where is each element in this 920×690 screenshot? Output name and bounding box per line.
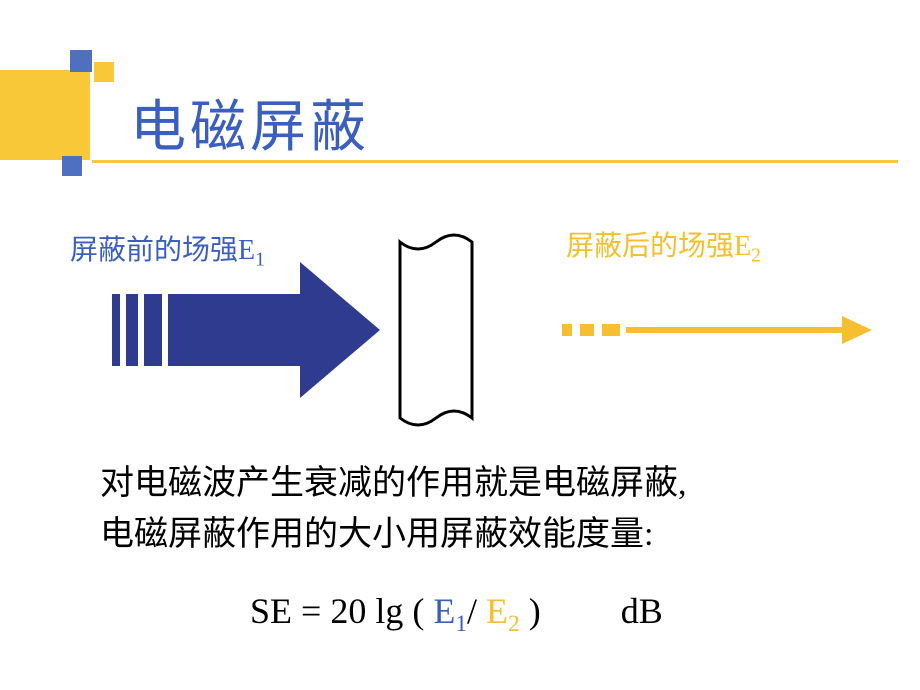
title-underline <box>92 160 898 163</box>
formula-e1: E1 <box>433 591 467 631</box>
decor-square-blue-bottom <box>62 156 82 176</box>
arrow-left-trail-2 <box>126 294 138 366</box>
arrow-right-dash-2 <box>580 324 594 336</box>
arrow-left-trail-3 <box>144 294 162 366</box>
shielding-diagram: 屏蔽前的场强E1 屏蔽后的场强E2 <box>0 200 920 430</box>
slide-header: 电磁屏蔽 <box>0 0 920 175</box>
arrow-right-head <box>842 316 872 344</box>
formula-suffix: ) <box>520 591 541 631</box>
decor-square-yellow-top <box>94 62 114 82</box>
shield-shape <box>400 235 472 425</box>
formula: SE = 20 lg ( E1/ E2 ) dB <box>250 590 663 638</box>
formula-prefix: SE = 20 lg ( <box>250 591 433 631</box>
arrow-left-trail-1 <box>112 294 120 366</box>
decor-square-large <box>0 70 90 160</box>
arrow-right-dash-1 <box>562 324 572 336</box>
formula-unit: dB <box>621 591 663 631</box>
formula-slash: / <box>467 591 486 631</box>
body-line-1: 对电磁波产生衰减的作用就是电磁屏蔽, <box>100 465 687 502</box>
diagram-svg <box>0 200 920 430</box>
formula-e2: E2 <box>486 591 520 631</box>
slide-title: 电磁屏蔽 <box>130 82 370 163</box>
arrow-left-body <box>168 262 380 398</box>
body-line-2: 电磁屏蔽作用的大小用屏蔽效能度量: <box>100 516 653 553</box>
body-text: 对电磁波产生衰减的作用就是电磁屏蔽, 电磁屏蔽作用的大小用屏蔽效能度量: <box>100 458 860 560</box>
arrow-right-shaft <box>626 327 846 333</box>
arrow-right-dash-3 <box>602 324 620 336</box>
decor-square-blue-top <box>70 50 92 72</box>
